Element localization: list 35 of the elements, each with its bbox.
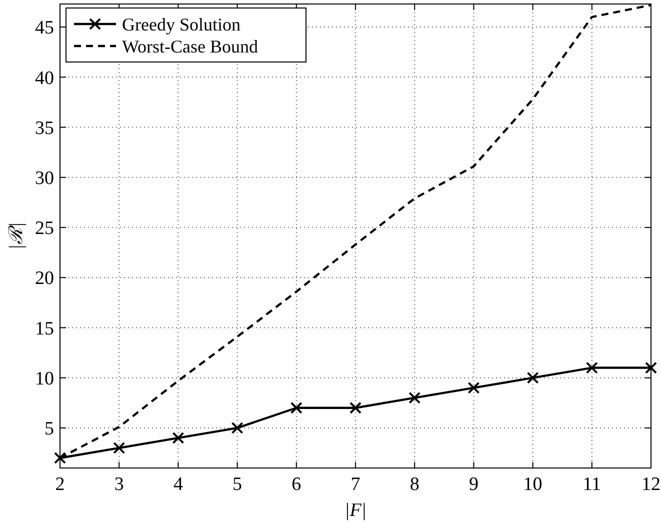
y-tick-label: 10 <box>35 368 54 390</box>
y-tick-label: 25 <box>35 218 54 240</box>
x-tick-label: 12 <box>642 474 660 495</box>
point <box>172 432 184 444</box>
y-tick-label: 40 <box>35 68 54 89</box>
point <box>645 362 657 374</box>
point <box>290 402 302 414</box>
point <box>113 442 126 454</box>
x-tick-label: 8 <box>410 474 420 495</box>
y-tick-label: 45 <box>35 18 54 39</box>
point <box>231 422 244 434</box>
y-tick-label: 35 <box>35 118 54 139</box>
y-tick-label: 5 <box>44 418 54 440</box>
y-tick-label: 30 <box>35 168 54 190</box>
point <box>526 372 539 384</box>
x-tick-label: 7 <box>350 474 360 495</box>
x-tick-label: 10 <box>523 474 542 495</box>
legend-label: Greedy Solution <box>122 14 240 34</box>
x-axis-title: |F| <box>344 500 367 521</box>
x-tick-label: 2 <box>55 474 65 495</box>
point <box>408 392 421 404</box>
y-axis-title: |ℛ| <box>6 222 27 250</box>
x-tick-label: 3 <box>114 474 124 495</box>
point <box>586 362 598 374</box>
x-tick-label: 4 <box>173 474 184 495</box>
x-tick-label: 5 <box>232 474 242 495</box>
x-tick-label: 9 <box>468 474 478 495</box>
point <box>350 402 362 414</box>
y-tick-label: 15 <box>35 318 54 340</box>
x-tick-label: 11 <box>582 474 602 495</box>
x-tick-label: 6 <box>292 474 302 495</box>
y-tick-label: 20 <box>35 268 54 290</box>
point <box>468 382 480 394</box>
point <box>54 452 66 464</box>
legend-label: Worst-Case Bound <box>122 36 258 56</box>
